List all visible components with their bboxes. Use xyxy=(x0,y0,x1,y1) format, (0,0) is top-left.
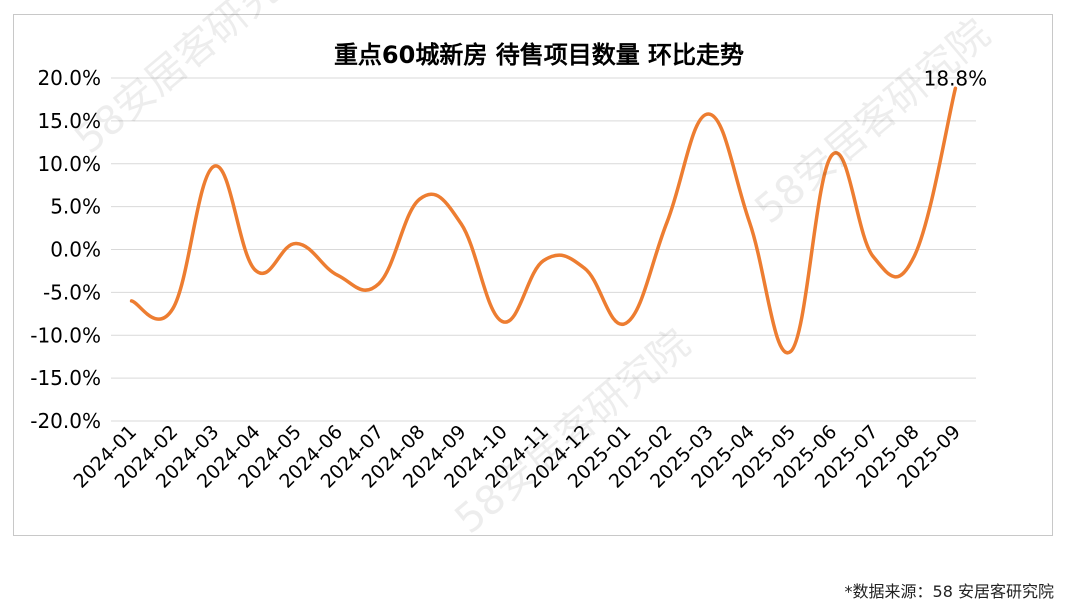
data-point-2024-11 xyxy=(542,259,545,263)
series-line xyxy=(129,86,958,355)
data-point-2025-04 xyxy=(747,220,751,224)
data-point-2025-09 xyxy=(953,86,957,90)
data-point-2024-08 xyxy=(418,197,422,201)
x-axis-tick-labels: 2024-012024-022024-032024-042024-052024-… xyxy=(69,421,965,493)
y-tick-label: 5.0% xyxy=(50,195,101,219)
data-point-2025-03 xyxy=(706,112,710,116)
source-note: *数据来源：58 安居客研究院 xyxy=(844,582,1054,601)
data-point-2025-06 xyxy=(830,153,834,157)
data-point-2024-07 xyxy=(377,282,381,286)
chart-title: 重点60城新房 待售项目数量 环比走势 xyxy=(334,41,744,69)
data-label: 18.8% xyxy=(924,66,988,90)
data-point-2024-09 xyxy=(459,222,463,226)
data-point-2025-02 xyxy=(665,220,669,224)
chart-frame: 重点60城新房 待售项目数量 环比走势 20.0% 15.0% 10.0% 5.0% 0… xyxy=(13,14,1053,536)
series-path xyxy=(129,86,958,355)
y-tick-label: 0.0% xyxy=(50,238,101,262)
data-point-2024-04 xyxy=(253,268,257,272)
y-tick-label: 10.0% xyxy=(37,152,101,176)
data-point-2025-08 xyxy=(912,254,916,258)
data-point-2024-06 xyxy=(336,273,340,277)
y-tick-label: -15.0% xyxy=(30,366,101,390)
data-points xyxy=(130,86,957,354)
data-labels: 18.8% xyxy=(924,66,988,90)
data-point-2024-05 xyxy=(294,241,298,245)
data-point-2024-03 xyxy=(212,164,216,168)
y-tick-label: -20.0% xyxy=(30,409,101,433)
data-point-2025-01 xyxy=(624,321,628,325)
y-tick-label: -5.0% xyxy=(43,280,101,304)
data-point-2024-10 xyxy=(500,320,504,324)
grid-lines xyxy=(111,77,976,422)
data-point-2024-02 xyxy=(171,307,175,311)
data-point-2024-12 xyxy=(583,266,587,270)
data-point-2025-05 xyxy=(789,350,793,354)
y-tick-label: 15.0% xyxy=(37,109,101,133)
data-point-2025-07 xyxy=(871,254,875,258)
y-tick-label: 20.0% xyxy=(37,66,101,90)
y-axis-tick-labels: 20.0% 15.0% 10.0% 5.0% 0.0% -5.0% -10.0% -15.0%… xyxy=(30,66,101,433)
y-tick-label: -10.0% xyxy=(30,323,101,347)
line-chart: 重点60城新房 待售项目数量 环比走势 20.0% 15.0% 10.0% 5.0% 0… xyxy=(30,41,988,493)
data-point-2024-01 xyxy=(130,299,134,303)
